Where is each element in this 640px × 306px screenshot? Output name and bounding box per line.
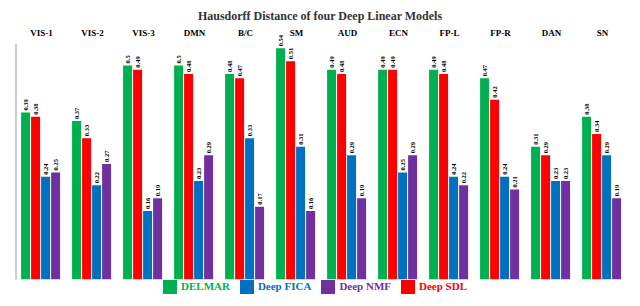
svg-text:0.29: 0.29 xyxy=(603,141,610,153)
svg-text:FP-L: FP-L xyxy=(440,28,460,38)
svg-text:DMN: DMN xyxy=(184,28,206,38)
svg-text:0.24: 0.24 xyxy=(42,163,49,175)
html-text:Deep NMF: Deep NMF xyxy=(339,279,391,292)
svg-text:0.48: 0.48 xyxy=(338,60,345,72)
svg-text:0.5: 0.5 xyxy=(175,55,182,64)
svg-text:DAN: DAN xyxy=(542,28,562,38)
html-text:Hausdorff Distance of four Dee: Hausdorff Distance of four Deep Linear M… xyxy=(197,9,443,23)
svg-text:FP-R: FP-R xyxy=(490,28,511,38)
svg-text:0.23: 0.23 xyxy=(562,167,569,179)
svg-text:0.48: 0.48 xyxy=(226,60,233,72)
svg-text:0.5: 0.5 xyxy=(124,55,131,64)
html-text:DELMAR: DELMAR xyxy=(181,279,230,292)
svg-text:VIS-3: VIS-3 xyxy=(132,28,155,38)
svg-text:0.19: 0.19 xyxy=(154,184,161,196)
svg-text:VIS-1: VIS-1 xyxy=(30,28,53,38)
html-text:Deep SDL: Deep SDL xyxy=(419,279,467,292)
svg-text:VIS-2: VIS-2 xyxy=(81,28,104,38)
svg-text:0.22: 0.22 xyxy=(93,172,100,183)
svg-text:AUD: AUD xyxy=(338,28,358,38)
svg-text:SM: SM xyxy=(290,28,304,38)
svg-text:0.23: 0.23 xyxy=(195,167,202,179)
svg-text:0.22: 0.22 xyxy=(460,172,467,183)
svg-text:0.23: 0.23 xyxy=(552,167,559,179)
svg-text:0.31: 0.31 xyxy=(532,133,539,144)
svg-text:SN: SN xyxy=(597,28,609,38)
svg-text:0.47: 0.47 xyxy=(236,64,243,76)
svg-text:0.16: 0.16 xyxy=(307,197,314,209)
svg-text:0.17: 0.17 xyxy=(256,193,263,205)
svg-text:0.54: 0.54 xyxy=(277,34,284,46)
svg-text:0.29: 0.29 xyxy=(205,141,212,153)
svg-text:0.24: 0.24 xyxy=(501,163,508,175)
svg-text:0.48: 0.48 xyxy=(440,60,447,72)
svg-text:ECN: ECN xyxy=(389,28,409,38)
svg-text:0.29: 0.29 xyxy=(409,141,416,153)
svg-text:B/C: B/C xyxy=(238,28,253,38)
svg-text:0.38: 0.38 xyxy=(583,103,590,115)
svg-text:0.38: 0.38 xyxy=(32,103,39,115)
svg-text:0.29: 0.29 xyxy=(348,141,355,153)
svg-text:0.25: 0.25 xyxy=(52,158,59,170)
svg-text:0.27: 0.27 xyxy=(103,150,110,162)
svg-text:0.25: 0.25 xyxy=(399,158,406,170)
svg-text:0.19: 0.19 xyxy=(613,184,620,196)
svg-text:0.34: 0.34 xyxy=(593,120,600,132)
html-text:Deep FICA: Deep FICA xyxy=(257,279,312,292)
svg-text:0.42: 0.42 xyxy=(491,86,498,97)
svg-text:0.29: 0.29 xyxy=(542,141,549,153)
svg-text:0.19: 0.19 xyxy=(358,184,365,196)
svg-text:0.39: 0.39 xyxy=(22,98,29,110)
svg-text:0.49: 0.49 xyxy=(430,56,437,68)
svg-text:0.48: 0.48 xyxy=(185,60,192,72)
svg-text:0.49: 0.49 xyxy=(328,56,335,68)
svg-text:0.37: 0.37 xyxy=(73,107,80,119)
svg-text:0.16: 0.16 xyxy=(144,197,151,209)
svg-text:0.21: 0.21 xyxy=(511,176,518,187)
svg-text:0.49: 0.49 xyxy=(134,56,141,68)
svg-text:0.47: 0.47 xyxy=(481,64,488,76)
svg-text:0.49: 0.49 xyxy=(389,56,396,68)
svg-text:0.51: 0.51 xyxy=(287,48,294,59)
svg-text:0.31: 0.31 xyxy=(297,133,304,144)
svg-text:0.49: 0.49 xyxy=(379,56,386,68)
svg-text:0.33: 0.33 xyxy=(83,124,90,136)
svg-text:0.33: 0.33 xyxy=(246,124,253,136)
svg-text:0.24: 0.24 xyxy=(450,163,457,175)
